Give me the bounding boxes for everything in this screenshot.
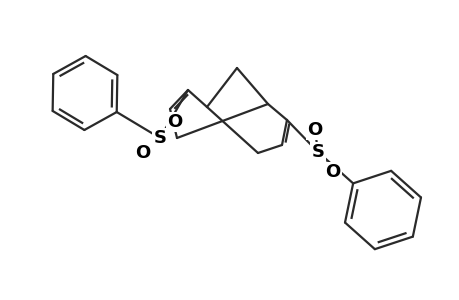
Text: O: O: [307, 121, 322, 139]
Text: O: O: [325, 163, 340, 181]
Text: O: O: [167, 113, 182, 131]
Text: O: O: [135, 144, 150, 162]
Text: S: S: [153, 129, 166, 147]
Text: S: S: [311, 143, 324, 161]
